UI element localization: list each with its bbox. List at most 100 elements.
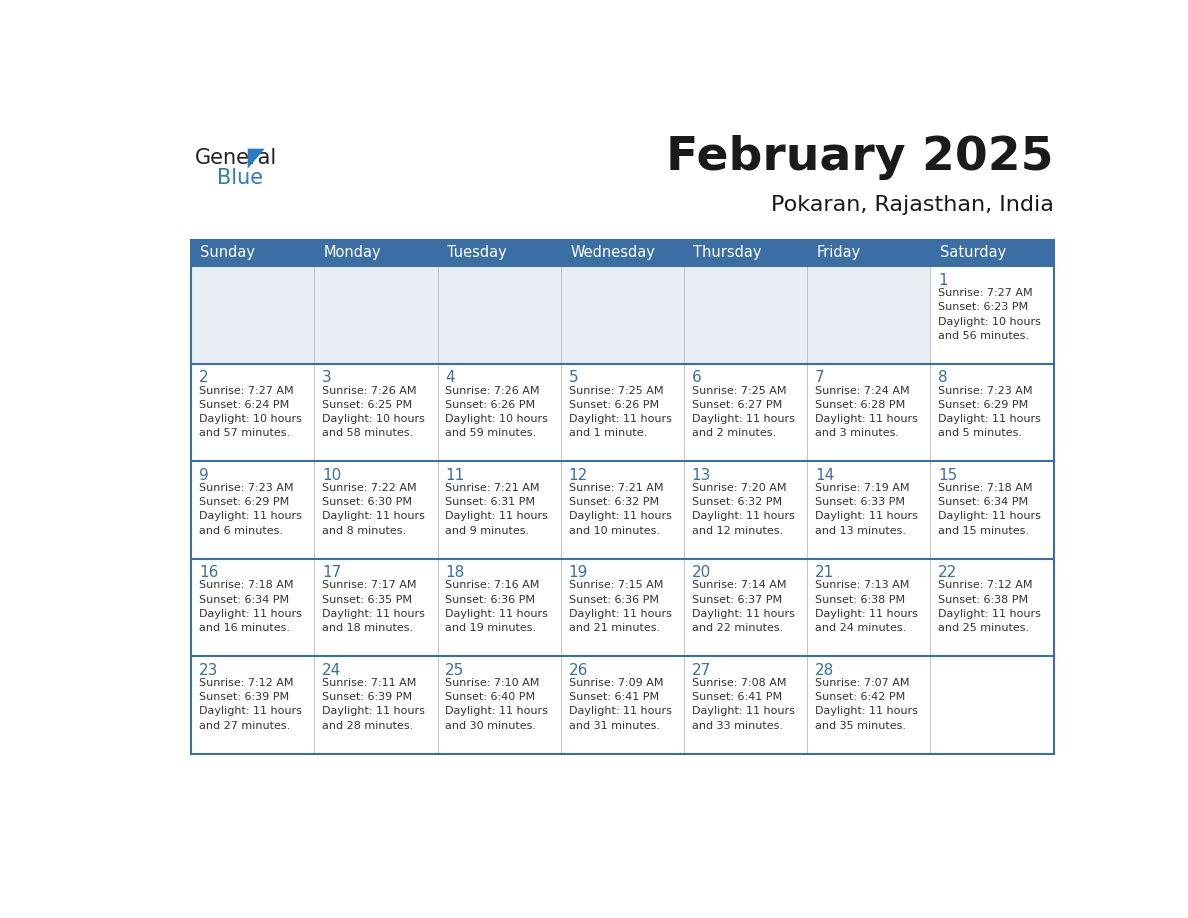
Text: and 22 minutes.: and 22 minutes.	[691, 623, 783, 633]
Text: and 19 minutes.: and 19 minutes.	[446, 623, 537, 633]
Text: Sunrise: 7:24 AM: Sunrise: 7:24 AM	[815, 386, 910, 396]
Text: 25: 25	[446, 663, 465, 677]
Text: 26: 26	[569, 663, 588, 677]
Text: Daylight: 11 hours: Daylight: 11 hours	[569, 414, 671, 424]
Text: Daylight: 11 hours: Daylight: 11 hours	[815, 707, 918, 716]
Text: Daylight: 10 hours: Daylight: 10 hours	[198, 414, 302, 424]
Text: Daylight: 11 hours: Daylight: 11 hours	[569, 609, 671, 619]
Text: Daylight: 10 hours: Daylight: 10 hours	[939, 317, 1041, 327]
Text: Sunrise: 7:19 AM: Sunrise: 7:19 AM	[815, 483, 910, 493]
Text: Friday: Friday	[816, 245, 861, 261]
Text: Sunset: 6:39 PM: Sunset: 6:39 PM	[198, 692, 289, 702]
Text: 13: 13	[691, 467, 712, 483]
Text: Sunrise: 7:27 AM: Sunrise: 7:27 AM	[198, 386, 293, 396]
Text: and 30 minutes.: and 30 minutes.	[446, 721, 536, 731]
Text: 5: 5	[569, 370, 579, 386]
Text: Sunset: 6:40 PM: Sunset: 6:40 PM	[446, 692, 536, 702]
Text: 27: 27	[691, 663, 712, 677]
Text: Daylight: 10 hours: Daylight: 10 hours	[322, 414, 425, 424]
Text: Saturday: Saturday	[940, 245, 1006, 261]
Text: 7: 7	[815, 370, 824, 386]
Polygon shape	[248, 149, 265, 169]
Text: Daylight: 10 hours: Daylight: 10 hours	[446, 414, 548, 424]
Text: and 28 minutes.: and 28 minutes.	[322, 721, 413, 731]
Text: Sunrise: 7:26 AM: Sunrise: 7:26 AM	[322, 386, 417, 396]
Text: Wednesday: Wednesday	[570, 245, 655, 261]
Text: February 2025: February 2025	[666, 135, 1054, 180]
Text: and 2 minutes.: and 2 minutes.	[691, 428, 776, 438]
Text: and 33 minutes.: and 33 minutes.	[691, 721, 783, 731]
Text: 9: 9	[198, 467, 209, 483]
Text: and 3 minutes.: and 3 minutes.	[815, 428, 899, 438]
Text: and 16 minutes.: and 16 minutes.	[198, 623, 290, 633]
Text: Sunset: 6:25 PM: Sunset: 6:25 PM	[322, 399, 412, 409]
Text: Sunset: 6:39 PM: Sunset: 6:39 PM	[322, 692, 412, 702]
Text: 1: 1	[939, 273, 948, 287]
Text: Sunset: 6:31 PM: Sunset: 6:31 PM	[446, 498, 536, 508]
Text: Daylight: 11 hours: Daylight: 11 hours	[815, 609, 918, 619]
Text: Sunrise: 7:26 AM: Sunrise: 7:26 AM	[446, 386, 539, 396]
Text: Sunset: 6:23 PM: Sunset: 6:23 PM	[939, 302, 1029, 312]
Text: 15: 15	[939, 467, 958, 483]
Text: and 1 minute.: and 1 minute.	[569, 428, 646, 438]
Text: Sunrise: 7:20 AM: Sunrise: 7:20 AM	[691, 483, 786, 493]
Text: Sunrise: 7:22 AM: Sunrise: 7:22 AM	[322, 483, 417, 493]
Text: 16: 16	[198, 565, 219, 580]
Text: Sunset: 6:35 PM: Sunset: 6:35 PM	[322, 595, 412, 605]
Text: and 12 minutes.: and 12 minutes.	[691, 526, 783, 536]
Text: Sunset: 6:27 PM: Sunset: 6:27 PM	[691, 399, 782, 409]
Bar	[191, 559, 1054, 656]
Text: Sunrise: 7:18 AM: Sunrise: 7:18 AM	[939, 483, 1032, 493]
Text: 28: 28	[815, 663, 834, 677]
Text: 14: 14	[815, 467, 834, 483]
Text: 20: 20	[691, 565, 712, 580]
Bar	[191, 266, 1054, 364]
Text: Daylight: 11 hours: Daylight: 11 hours	[322, 609, 425, 619]
Text: Sunset: 6:37 PM: Sunset: 6:37 PM	[691, 595, 782, 605]
Text: and 5 minutes.: and 5 minutes.	[939, 428, 1022, 438]
Text: Sunset: 6:30 PM: Sunset: 6:30 PM	[322, 498, 412, 508]
Text: Sunrise: 7:12 AM: Sunrise: 7:12 AM	[198, 678, 293, 688]
Text: Daylight: 11 hours: Daylight: 11 hours	[446, 707, 548, 716]
Text: Sunrise: 7:25 AM: Sunrise: 7:25 AM	[569, 386, 663, 396]
Text: 11: 11	[446, 467, 465, 483]
Text: 23: 23	[198, 663, 219, 677]
Text: Sunset: 6:36 PM: Sunset: 6:36 PM	[446, 595, 536, 605]
Text: Thursday: Thursday	[694, 245, 762, 261]
Text: and 10 minutes.: and 10 minutes.	[569, 526, 659, 536]
Text: Daylight: 11 hours: Daylight: 11 hours	[815, 414, 918, 424]
Text: Daylight: 11 hours: Daylight: 11 hours	[939, 511, 1041, 521]
Text: Daylight: 11 hours: Daylight: 11 hours	[691, 414, 795, 424]
Text: 19: 19	[569, 565, 588, 580]
Text: and 15 minutes.: and 15 minutes.	[939, 526, 1029, 536]
Text: Sunrise: 7:25 AM: Sunrise: 7:25 AM	[691, 386, 786, 396]
Text: and 13 minutes.: and 13 minutes.	[815, 526, 906, 536]
Text: General: General	[195, 148, 277, 168]
Text: Sunrise: 7:16 AM: Sunrise: 7:16 AM	[446, 580, 539, 590]
Text: Sunset: 6:26 PM: Sunset: 6:26 PM	[569, 399, 658, 409]
Text: Sunrise: 7:15 AM: Sunrise: 7:15 AM	[569, 580, 663, 590]
Text: and 6 minutes.: and 6 minutes.	[198, 526, 283, 536]
Text: Daylight: 11 hours: Daylight: 11 hours	[446, 511, 548, 521]
Text: and 21 minutes.: and 21 minutes.	[569, 623, 659, 633]
Text: 12: 12	[569, 467, 588, 483]
Text: Sunset: 6:29 PM: Sunset: 6:29 PM	[939, 399, 1029, 409]
Text: Sunrise: 7:14 AM: Sunrise: 7:14 AM	[691, 580, 786, 590]
Text: Sunset: 6:38 PM: Sunset: 6:38 PM	[939, 595, 1029, 605]
Text: and 31 minutes.: and 31 minutes.	[569, 721, 659, 731]
Text: 10: 10	[322, 467, 341, 483]
Text: 4: 4	[446, 370, 455, 386]
Text: Sunrise: 7:17 AM: Sunrise: 7:17 AM	[322, 580, 417, 590]
Text: Daylight: 11 hours: Daylight: 11 hours	[815, 511, 918, 521]
Text: Sunset: 6:29 PM: Sunset: 6:29 PM	[198, 498, 289, 508]
Text: and 8 minutes.: and 8 minutes.	[322, 526, 406, 536]
Bar	[191, 656, 1054, 754]
Text: Sunset: 6:24 PM: Sunset: 6:24 PM	[198, 399, 289, 409]
Bar	[191, 240, 1054, 266]
Text: Daylight: 11 hours: Daylight: 11 hours	[691, 511, 795, 521]
Text: and 24 minutes.: and 24 minutes.	[815, 623, 906, 633]
Text: Pokaran, Rajasthan, India: Pokaran, Rajasthan, India	[771, 195, 1054, 215]
Text: Sunset: 6:41 PM: Sunset: 6:41 PM	[569, 692, 658, 702]
Text: and 9 minutes.: and 9 minutes.	[446, 526, 530, 536]
Text: Sunday: Sunday	[201, 245, 255, 261]
